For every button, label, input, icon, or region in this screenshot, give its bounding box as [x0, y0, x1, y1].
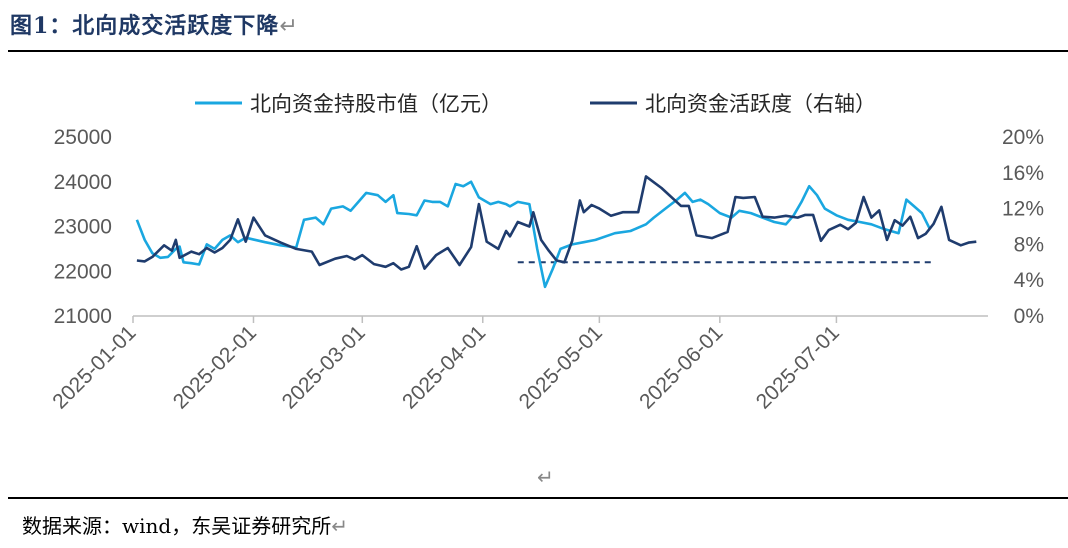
y-right-tick-label: 16% — [1002, 162, 1044, 185]
x-tick-label: 2025-01-01 — [48, 321, 140, 413]
y-right-tick-label: 8% — [1014, 233, 1044, 256]
x-tick-label: 2025-07-01 — [752, 321, 844, 413]
axes — [132, 315, 988, 323]
return-mark-icon-center: ↵ — [537, 465, 554, 489]
figure-title-text: 图1：北向成交活跃度下降 — [10, 13, 280, 39]
x-tick-label: 2025-06-01 — [635, 321, 727, 413]
x-tick-label: 2025-02-01 — [169, 321, 261, 413]
x-tick-label: 2025-04-01 — [398, 321, 490, 413]
source-note: 数据来源：wind，东吴证券研究所↵ — [22, 510, 348, 539]
y-left-tick-label: 22000 — [54, 260, 112, 283]
x-tick-label: 2025-05-01 — [515, 321, 607, 413]
y-left-tick-label: 24000 — [54, 171, 112, 194]
legend-label-series2: 北向资金活跃度（右轴） — [645, 92, 876, 116]
source-text: 数据来源：wind，东吴证券研究所 — [22, 514, 332, 538]
tick-labels: 21000 22000 23000 24000 25000 0% 4% 8% 12% 16% 20%… — [48, 126, 1044, 413]
y-right-tick-label: 12% — [1002, 198, 1044, 221]
y-right-tick-label: 20% — [1002, 126, 1044, 149]
y-right-tick-label: 0% — [1014, 305, 1044, 328]
x-tick-label: 2025-03-01 — [278, 321, 370, 413]
return-mark-icon: ↵ — [279, 14, 299, 39]
y-left-tick-label: 25000 — [54, 126, 112, 149]
figure-title: 图1：北向成交活跃度下降↵ — [10, 8, 299, 40]
series-line-2 — [136, 175, 977, 271]
y-right-tick-label: 4% — [1014, 269, 1044, 292]
return-mark-icon-source: ↵ — [331, 514, 348, 538]
top-rule — [8, 50, 1068, 52]
bottom-rule — [8, 497, 1068, 499]
series-line-1 — [135, 180, 931, 289]
y-left-tick-label: 21000 — [54, 305, 112, 328]
legend-label-series1: 北向资金持股市值（亿元） — [250, 92, 502, 116]
y-left-tick-label: 23000 — [54, 216, 112, 239]
plot-area — [135, 175, 977, 289]
legend: 北向资金持股市值（亿元） 北向资金活跃度（右轴） — [195, 92, 876, 116]
